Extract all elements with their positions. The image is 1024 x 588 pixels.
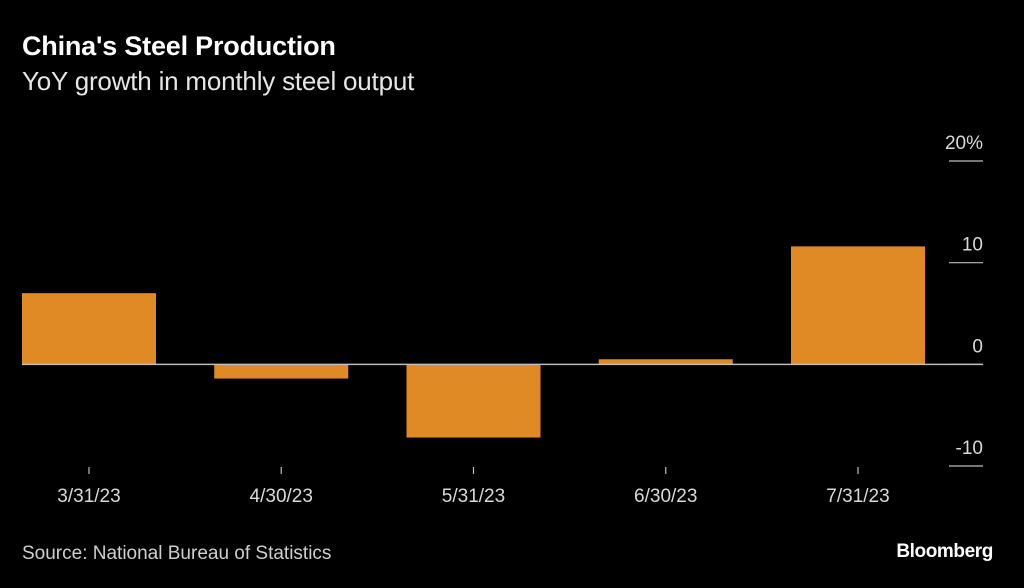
- bars: [22, 246, 925, 438]
- chart-subtitle: YoY growth in monthly steel output: [22, 66, 415, 96]
- x-axis: 3/31/23 4/30/23 5/31/23 6/30/23 7/31/23: [57, 467, 890, 507]
- y-tick-label: -10: [956, 438, 983, 459]
- bar: [598, 359, 733, 365]
- y-tick-label: 10: [962, 235, 983, 256]
- bar: [406, 364, 541, 438]
- bar: [791, 246, 925, 365]
- x-tick-label: 4/30/23: [250, 486, 313, 507]
- x-tick-label: 7/31/23: [826, 486, 889, 507]
- bar: [22, 293, 156, 365]
- y-tick-label: 20%: [945, 133, 983, 154]
- bar: [214, 364, 349, 379]
- x-tick-label: 3/31/23: [57, 486, 120, 507]
- x-tick-label: 6/30/23: [634, 486, 697, 507]
- chart-title: China's Steel Production: [22, 31, 336, 61]
- source-note: Source: National Bureau of Statistics: [22, 543, 332, 564]
- bloomberg-logo: Bloomberg: [896, 541, 993, 562]
- y-axis: 20% 10 0 -10: [945, 133, 983, 467]
- y-tick-label: 0: [972, 336, 983, 357]
- x-tick-label: 5/31/23: [442, 486, 505, 507]
